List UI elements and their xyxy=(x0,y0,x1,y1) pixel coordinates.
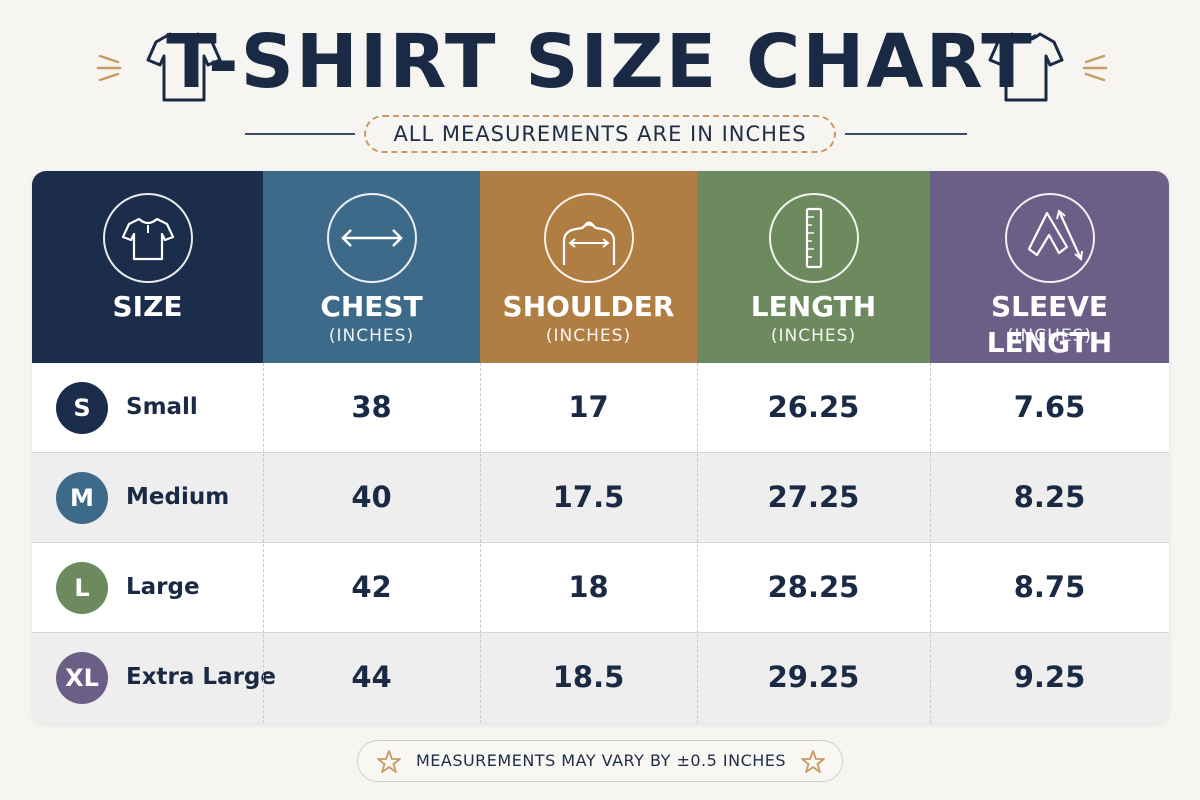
length-value: 29.25 xyxy=(767,660,860,694)
shoulder-value: 18 xyxy=(568,570,609,604)
tshirt-icon xyxy=(121,217,174,261)
double-arrow-icon xyxy=(340,229,403,247)
size-name: Small xyxy=(126,394,198,420)
star-right-icon xyxy=(801,750,825,773)
header-length: LENGTH (INCHES) xyxy=(697,171,930,363)
column-label-length: LENGTH xyxy=(750,290,877,323)
column-unit-shoulder: (INCHES) xyxy=(545,326,632,346)
ruler-icon xyxy=(805,207,822,269)
tshirt-right-icon xyxy=(988,32,1064,102)
length-value: 28.25 xyxy=(767,570,860,604)
size-badge: S xyxy=(56,382,108,434)
length-value: 27.25 xyxy=(767,480,860,514)
chest-value: 38 xyxy=(351,390,392,424)
column-label-size: SIZE xyxy=(112,290,183,323)
page-header: T-SHIRT SIZE CHART ALL MEASUREMENTS ARE … xyxy=(0,0,1200,170)
size-badge: XL xyxy=(56,652,108,704)
column-divider xyxy=(930,363,931,723)
tshirt-left-icon xyxy=(146,32,222,102)
shoulder-value: 17.5 xyxy=(552,480,625,514)
column-label-sleeve-length: SLEEVE LENGTH xyxy=(986,290,1113,359)
row-divider xyxy=(32,632,1169,633)
sleeve-measure-icon xyxy=(1027,209,1083,261)
sleeve-length-value: 8.25 xyxy=(1013,480,1086,514)
size-name: Medium xyxy=(126,484,230,510)
footer-note: MEASUREMENTS MAY VARY BY ±0.5 INCHES xyxy=(357,740,843,782)
column-label-chest: CHEST xyxy=(320,290,423,323)
header-sleeve-length: SLEEVE LENGTH (INCHES) xyxy=(930,171,1169,363)
sparkle-right-icon xyxy=(1082,54,1108,82)
shoulder-value: 17 xyxy=(568,390,609,424)
shoulder-measure-icon xyxy=(562,221,615,265)
sleeve-length-value: 8.75 xyxy=(1013,570,1086,604)
divider-right xyxy=(845,133,967,135)
table-row: L Large 42 18 28.25 8.75 xyxy=(32,543,1169,632)
row-divider xyxy=(32,542,1169,543)
shoulder-value: 18.5 xyxy=(552,660,625,694)
divider-left xyxy=(245,133,355,135)
column-divider xyxy=(480,363,481,723)
column-unit-length: (INCHES) xyxy=(770,326,857,346)
chest-value: 42 xyxy=(351,570,392,604)
size-name: Large xyxy=(126,574,200,600)
column-divider xyxy=(263,363,264,723)
column-unit-sleeve-length: (INCHES) xyxy=(1006,326,1093,346)
sleeve-length-value: 7.65 xyxy=(1013,390,1086,424)
column-unit-chest: (INCHES) xyxy=(328,326,415,346)
subtitle-banner: ALL MEASUREMENTS ARE IN INCHES xyxy=(364,115,836,153)
size-chart-table: SIZE CHEST (INCHES) SHOULDER (INCHES) xyxy=(32,171,1169,723)
header-chest: CHEST (INCHES) xyxy=(263,171,480,363)
column-label-shoulder: SHOULDER xyxy=(502,290,675,323)
size-badge: L xyxy=(56,562,108,614)
table-row: M Medium 40 17.5 27.25 8.25 xyxy=(32,453,1169,542)
header-size: SIZE xyxy=(32,171,263,363)
table-row: S Small 38 17 26.25 7.65 xyxy=(32,363,1169,452)
table-row: XL Extra Large 44 18.5 29.25 9.25 xyxy=(32,633,1169,723)
size-badge: M xyxy=(56,472,108,524)
header-shoulder: SHOULDER (INCHES) xyxy=(480,171,697,363)
row-divider xyxy=(32,452,1169,453)
sleeve-length-value: 9.25 xyxy=(1013,660,1086,694)
column-divider xyxy=(697,363,698,723)
page-title: T-SHIRT SIZE CHART xyxy=(166,19,1034,105)
sparkle-left-icon xyxy=(96,54,122,82)
footer-text: MEASUREMENTS MAY VARY BY ±0.5 INCHES xyxy=(415,751,787,770)
star-left-icon xyxy=(377,750,401,773)
chest-value: 44 xyxy=(351,660,392,694)
size-name: Extra Large xyxy=(126,664,276,690)
length-value: 26.25 xyxy=(767,390,860,424)
chest-value: 40 xyxy=(351,480,392,514)
